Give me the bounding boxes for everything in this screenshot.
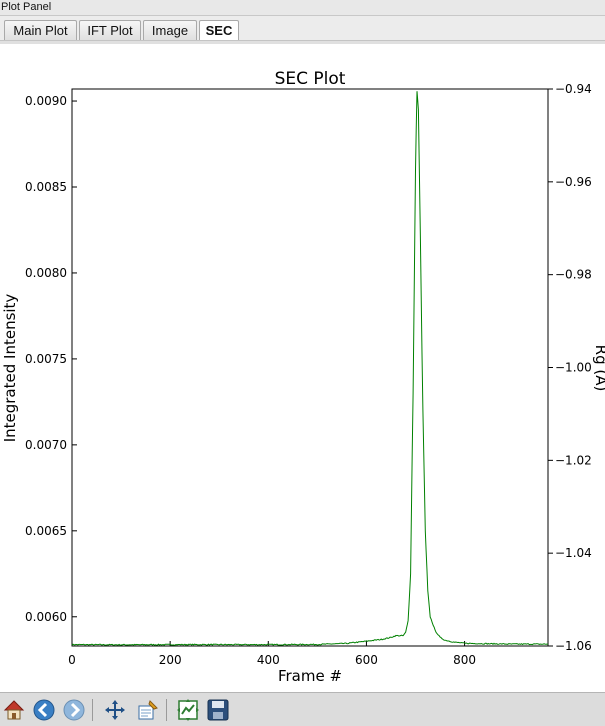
y-tick-label: 0.0075 — [25, 352, 67, 366]
y-axis-right: −1.06 −1.04 −1.02 −1.00 −0.98 −0.96 −0.94 — [548, 82, 592, 653]
x-tick-label: 400 — [257, 653, 280, 667]
y-tick-label: 0.0070 — [25, 438, 67, 452]
plot-frame — [71, 88, 549, 647]
y2-tick-label: −1.02 — [555, 453, 592, 467]
y2-tick-label: −0.94 — [555, 82, 592, 96]
tab-sec[interactable]: SEC — [199, 20, 239, 42]
y-tick-label: 0.0065 — [25, 524, 67, 538]
x-tick-label: 600 — [355, 653, 378, 667]
tab-ift-plot[interactable]: IFT Plot — [79, 20, 141, 41]
y2-tick-label: −1.04 — [555, 546, 592, 560]
x-axis-label: Frame # — [278, 667, 342, 685]
x-tick-label: 200 — [159, 653, 182, 667]
y2-axis-label: Rg (A) — [592, 345, 605, 392]
forward-icon[interactable] — [62, 698, 86, 722]
y2-tick-label: −0.96 — [555, 175, 592, 189]
x-tick-label: 0 — [68, 653, 76, 667]
pan-icon[interactable] — [103, 698, 127, 722]
toolbar-separator — [166, 699, 167, 721]
y-axis-left: 0.0060 0.0065 0.0070 0.0075 0.0080 0.0085 0.00… — [25, 94, 77, 624]
series-line-integrated-intensity — [71, 91, 548, 646]
y-tick-label: 0.0060 — [25, 610, 67, 624]
x-axis: 0 200 400 600 800 — [68, 641, 476, 667]
save-icon[interactable] — [206, 698, 230, 722]
toolbar-separator — [92, 699, 93, 721]
tab-main-plot[interactable]: Main Plot — [4, 20, 77, 41]
y-tick-label: 0.0080 — [25, 266, 67, 280]
home-icon[interactable] — [2, 698, 26, 722]
y-axis-label: Integrated Intensity — [1, 294, 19, 443]
y-tick-label: 0.0090 — [25, 94, 67, 108]
y2-tick-label: −1.00 — [555, 361, 592, 375]
y2-tick-label: −0.98 — [555, 268, 592, 282]
plot-area[interactable]: SEC Plot 0 200 400 600 800 0.0060 0.0065 0.007… — [0, 44, 605, 692]
tab-bar: Main Plot IFT Plot Image SEC — [0, 16, 605, 44]
window-title: Plot Panel — [0, 0, 605, 16]
tab-image[interactable]: Image — [143, 20, 197, 41]
subplot-config-icon[interactable] — [176, 698, 200, 722]
x-tick-label: 800 — [453, 653, 476, 667]
back-icon[interactable] — [32, 698, 56, 722]
navigation-toolbar — [0, 692, 605, 726]
y2-tick-label: −1.06 — [555, 639, 592, 653]
tab-divider — [0, 40, 605, 44]
chart-title: SEC Plot — [275, 69, 346, 89]
sec-chart[interactable]: SEC Plot 0 200 400 600 800 0.0060 0.0065 0.007… — [0, 44, 605, 692]
zoom-icon[interactable] — [136, 698, 160, 722]
y-tick-label: 0.0085 — [25, 180, 67, 194]
